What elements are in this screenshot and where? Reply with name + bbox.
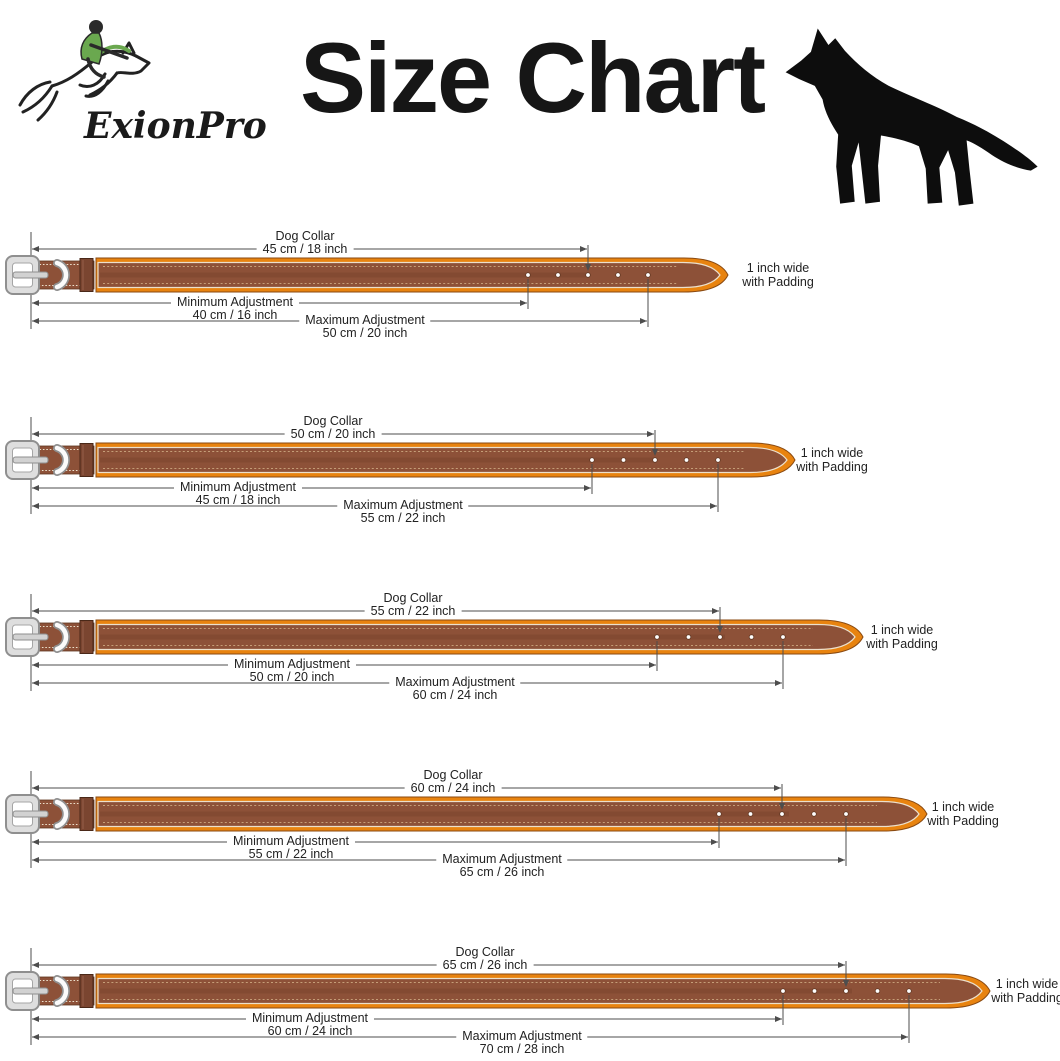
collar-graphic — [5, 594, 864, 691]
min-adjustment-label: Minimum Adjustment — [170, 295, 300, 310]
min-adjustment-label: Minimum Adjustment — [227, 657, 357, 672]
max-adjustment-size: 70 cm / 28 inch — [479, 1042, 565, 1057]
max-adjustment-size: 65 cm / 26 inch — [459, 865, 545, 880]
width-note-line1: 1 inch wide — [870, 623, 934, 637]
dog-collar-label: Dog Collar — [275, 229, 335, 244]
max-adjustment-label: Maximum Adjustment — [389, 675, 521, 690]
max-adjustment-label: Maximum Adjustment — [456, 1029, 588, 1044]
min-adjustment-size: 50 cm / 20 inch — [249, 670, 335, 685]
collar-graphic — [5, 232, 729, 329]
page-title: Size Chart — [299, 22, 766, 133]
max-adjustment-label: Maximum Adjustment — [337, 498, 469, 513]
min-adjustment-size: 55 cm / 22 inch — [248, 847, 334, 862]
brand-name: ExionPro — [83, 105, 267, 147]
min-adjustment-label: Minimum Adjustment — [245, 1011, 375, 1026]
dog-collar-size: 60 cm / 24 inch — [404, 781, 502, 796]
width-note-line2: with Padding — [796, 460, 868, 474]
min-adjustment-size: 45 cm / 18 inch — [195, 493, 281, 508]
horse-logo-icon: ExionPro — [18, 20, 267, 147]
width-note-line2: with Padding — [991, 991, 1060, 1005]
width-note-line1: 1 inch wide — [800, 446, 864, 460]
dog-collar-label: Dog Collar — [383, 591, 443, 606]
collar-graphic — [5, 417, 796, 514]
width-note-line1: 1 inch wide — [746, 261, 810, 275]
dog-collar-size: 50 cm / 20 inch — [284, 427, 382, 442]
min-adjustment-label: Minimum Adjustment — [226, 834, 356, 849]
max-adjustment-size: 55 cm / 22 inch — [360, 511, 446, 526]
max-adjustment-size: 50 cm / 20 inch — [322, 326, 408, 341]
max-adjustment-label: Maximum Adjustment — [436, 852, 568, 867]
min-adjustment-size: 60 cm / 24 inch — [267, 1024, 353, 1039]
brand-logo: ExionPro — [8, 10, 276, 160]
dog-collar-size: 45 cm / 18 inch — [256, 242, 354, 257]
width-note-line1: 1 inch wide — [931, 800, 995, 814]
dog-silhouette-icon — [772, 20, 1060, 218]
min-adjustment-label: Minimum Adjustment — [173, 480, 303, 495]
width-note-line2: with Padding — [866, 637, 938, 651]
dog-collar-size: 65 cm / 26 inch — [436, 958, 534, 973]
width-note-line2: with Padding — [742, 275, 814, 289]
width-note-line1: 1 inch wide — [995, 977, 1059, 991]
dog-collar-label: Dog Collar — [455, 945, 515, 960]
width-note-line2: with Padding — [927, 814, 999, 828]
dog-collar-label: Dog Collar — [423, 768, 483, 783]
collar-graphic — [5, 771, 928, 868]
max-adjustment-label: Maximum Adjustment — [299, 313, 431, 328]
max-adjustment-size: 60 cm / 24 inch — [412, 688, 498, 703]
dog-collar-size: 55 cm / 22 inch — [364, 604, 462, 619]
dog-collar-label: Dog Collar — [303, 414, 363, 429]
min-adjustment-size: 40 cm / 16 inch — [192, 308, 278, 323]
